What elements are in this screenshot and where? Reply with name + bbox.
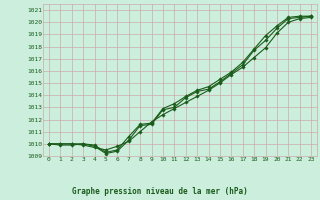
Text: Graphe pression niveau de la mer (hPa): Graphe pression niveau de la mer (hPa): [72, 187, 248, 196]
